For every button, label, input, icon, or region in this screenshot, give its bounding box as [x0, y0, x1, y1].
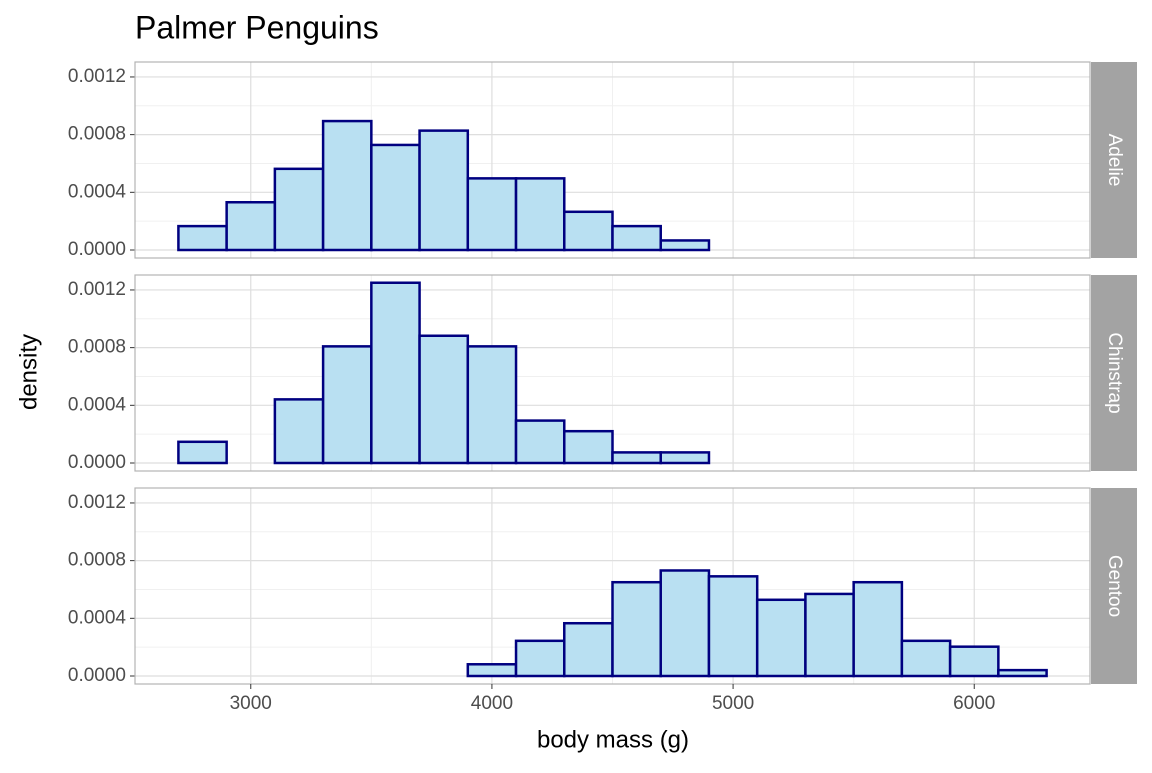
facet-strip — [1091, 62, 1137, 258]
y-tick-label: 0.0000 — [68, 665, 126, 686]
histogram-bar — [611, 580, 662, 678]
y-tick-label: 0.0012 — [68, 279, 126, 300]
histogram-bar — [177, 224, 228, 252]
y-tick-label: 0.0004 — [68, 181, 127, 202]
chart-title: Palmer Penguins — [135, 9, 379, 45]
y-tick-label: 0.0004 — [68, 607, 127, 628]
histogram-bar — [370, 281, 421, 465]
histogram-bar — [514, 177, 566, 252]
histogram-bar — [900, 639, 952, 678]
histogram-bar — [514, 639, 566, 678]
histogram-bar — [321, 345, 373, 465]
histogram-bar — [707, 575, 759, 678]
histogram-bar — [370, 143, 421, 252]
y-tick-label: 0.0000 — [68, 452, 126, 473]
histogram-bar — [611, 224, 662, 252]
histogram-bar — [755, 598, 807, 678]
histogram-bar — [659, 569, 711, 678]
histogram-bar — [418, 129, 470, 252]
histogram-bar — [563, 210, 614, 252]
histogram-bar — [611, 451, 662, 465]
histogram-bar — [225, 201, 277, 252]
histogram-bar — [514, 419, 566, 465]
y-tick-label: 0.0004 — [68, 394, 127, 415]
x-tick-label: 4000 — [471, 693, 513, 714]
y-tick-label: 0.0000 — [68, 239, 126, 260]
y-tick-label: 0.0008 — [68, 337, 126, 358]
histogram-bar — [563, 429, 614, 465]
y-tick-label: 0.0012 — [68, 492, 126, 513]
x-tick-label: 6000 — [953, 693, 995, 714]
histogram-bar — [948, 645, 1000, 678]
histogram-bar — [466, 663, 518, 678]
y-tick-label: 0.0012 — [68, 66, 126, 87]
panel-border — [134, 274, 1091, 472]
x-tick-label: 5000 — [712, 693, 754, 714]
facet-strip — [1091, 488, 1137, 684]
facet-strip — [1091, 275, 1137, 471]
histogram-bar — [321, 119, 373, 252]
histogram-bar — [273, 167, 325, 252]
histogram-bar — [418, 334, 470, 465]
histogram-bar — [563, 621, 614, 678]
y-tick-label: 0.0008 — [68, 124, 126, 145]
histogram-bar — [177, 440, 228, 465]
facet-label: Gentoo — [1104, 555, 1125, 617]
histogram-bar — [997, 668, 1048, 678]
histogram-bar — [852, 580, 904, 678]
histogram-bar — [659, 239, 711, 252]
histogram-bar — [659, 451, 711, 465]
y-tick-label: 0.0008 — [68, 550, 126, 571]
x-tick-label: 3000 — [230, 693, 272, 714]
panel-border — [134, 487, 1091, 685]
panel-border — [134, 61, 1091, 259]
facet-label: Chinstrap — [1104, 332, 1125, 413]
x-axis-label: body mass (g) — [537, 726, 689, 753]
histogram-bar — [804, 592, 855, 678]
histogram-bar — [466, 345, 518, 465]
histogram-bar — [466, 177, 518, 252]
y-axis-label: density — [15, 334, 42, 410]
histogram-bar — [273, 398, 325, 465]
facet-label: Adelie — [1104, 134, 1125, 187]
